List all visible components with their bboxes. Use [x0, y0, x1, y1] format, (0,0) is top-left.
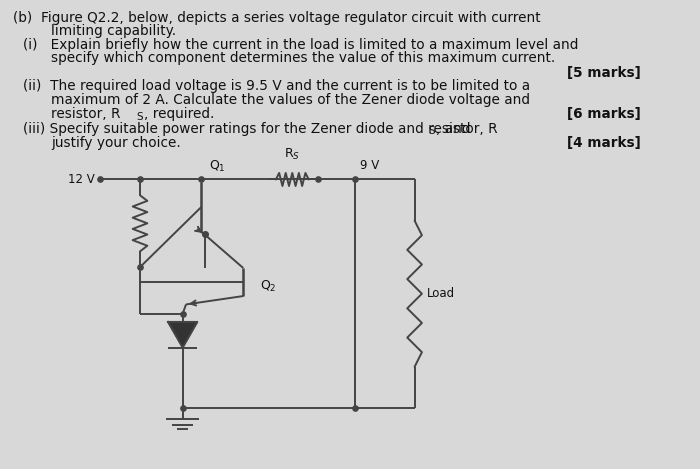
- Text: specify which component determines the value of this maximum current.: specify which component determines the v…: [51, 51, 556, 65]
- Text: (b)  Figure Q2.2, below, depicts a series voltage regulator circuit with current: (b) Figure Q2.2, below, depicts a series…: [13, 11, 541, 25]
- Text: S: S: [428, 126, 435, 136]
- Text: maximum of 2 A. Calculate the values of the Zener diode voltage and: maximum of 2 A. Calculate the values of …: [51, 93, 531, 107]
- Text: , and: , and: [436, 121, 470, 136]
- Text: Q$_2$: Q$_2$: [260, 279, 276, 294]
- Text: (iii) Specify suitable power ratings for the Zener diode and resistor, R: (iii) Specify suitable power ratings for…: [23, 121, 498, 136]
- Text: [5 marks]: [5 marks]: [568, 66, 641, 80]
- Text: (i)   Explain briefly how the current in the load is limited to a maximum level : (i) Explain briefly how the current in t…: [23, 38, 579, 52]
- Text: 12 V: 12 V: [68, 173, 95, 186]
- Text: R$_S$: R$_S$: [284, 147, 300, 162]
- Text: (ii)  The required load voltage is 9.5 V and the current is to be limited to a: (ii) The required load voltage is 9.5 V …: [23, 79, 531, 93]
- Text: , required.: , required.: [144, 107, 214, 121]
- Text: justify your choice.: justify your choice.: [51, 136, 181, 150]
- Text: 9 V: 9 V: [360, 159, 379, 172]
- Text: limiting capability.: limiting capability.: [51, 24, 176, 38]
- Text: [4 marks]: [4 marks]: [568, 136, 641, 150]
- Text: S: S: [136, 112, 143, 122]
- Polygon shape: [168, 322, 197, 348]
- Text: Load: Load: [426, 287, 455, 300]
- Text: resistor, R: resistor, R: [51, 107, 121, 121]
- Text: [6 marks]: [6 marks]: [568, 107, 641, 121]
- Text: Q$_1$: Q$_1$: [209, 159, 226, 174]
